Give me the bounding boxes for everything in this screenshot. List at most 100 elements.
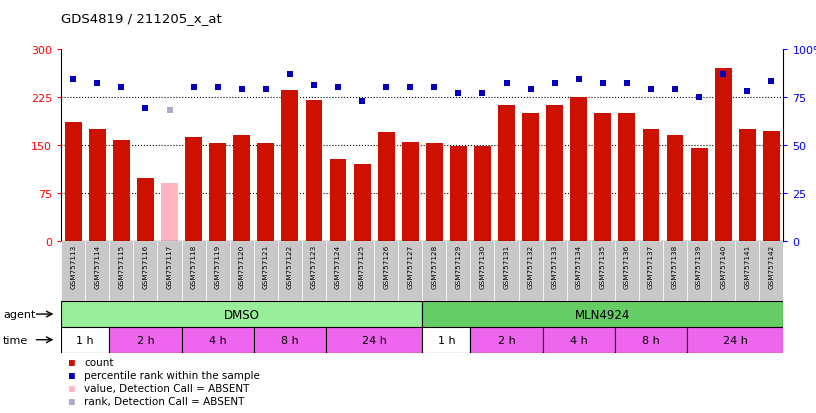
Bar xyxy=(326,242,350,301)
Bar xyxy=(470,327,543,353)
Text: 24 h: 24 h xyxy=(361,335,387,345)
Text: GSM757125: GSM757125 xyxy=(359,244,365,289)
Bar xyxy=(61,327,109,353)
Bar xyxy=(738,130,756,242)
Text: GSM757142: GSM757142 xyxy=(769,244,774,289)
Bar xyxy=(326,327,423,353)
Bar xyxy=(378,133,395,242)
Bar xyxy=(134,242,157,301)
Bar xyxy=(233,136,251,242)
Text: 2 h: 2 h xyxy=(498,335,516,345)
Bar xyxy=(566,242,591,301)
Bar xyxy=(639,242,663,301)
Text: GSM757141: GSM757141 xyxy=(744,244,750,289)
Text: MLN4924: MLN4924 xyxy=(575,308,631,321)
Bar xyxy=(277,242,302,301)
Text: ■: ■ xyxy=(69,396,75,406)
Bar xyxy=(470,242,494,301)
Bar xyxy=(206,242,230,301)
Text: time: time xyxy=(3,335,29,345)
Bar xyxy=(109,242,134,301)
Text: GSM757118: GSM757118 xyxy=(191,244,197,289)
Bar xyxy=(522,114,539,242)
Text: 4 h: 4 h xyxy=(570,335,588,345)
Bar xyxy=(302,242,326,301)
Bar xyxy=(61,301,423,327)
Bar xyxy=(498,105,515,242)
Bar xyxy=(687,242,711,301)
Bar xyxy=(615,242,639,301)
Text: count: count xyxy=(84,357,113,367)
Text: GSM757140: GSM757140 xyxy=(721,244,726,289)
Text: ■: ■ xyxy=(69,383,75,393)
Text: GSM757132: GSM757132 xyxy=(528,244,534,289)
Bar xyxy=(690,149,707,242)
Bar xyxy=(257,144,274,242)
Bar xyxy=(735,242,759,301)
Text: GDS4819 / 211205_x_at: GDS4819 / 211205_x_at xyxy=(61,12,222,25)
Bar xyxy=(181,242,206,301)
Bar xyxy=(687,327,783,353)
Bar xyxy=(401,142,419,242)
Bar xyxy=(350,242,374,301)
Bar xyxy=(209,144,226,242)
Bar xyxy=(543,242,566,301)
Text: GSM757134: GSM757134 xyxy=(576,244,582,289)
Text: GSM757116: GSM757116 xyxy=(143,244,149,289)
Text: ■: ■ xyxy=(69,357,75,367)
Bar xyxy=(715,69,732,242)
Text: GSM757135: GSM757135 xyxy=(600,244,605,289)
Bar xyxy=(619,114,636,242)
Bar xyxy=(181,327,254,353)
Text: GSM757126: GSM757126 xyxy=(384,244,389,289)
Bar xyxy=(185,138,202,242)
Bar xyxy=(113,141,130,242)
Text: 1 h: 1 h xyxy=(77,335,94,345)
Bar xyxy=(543,327,615,353)
Text: percentile rank within the sample: percentile rank within the sample xyxy=(84,370,260,380)
Bar xyxy=(591,242,615,301)
Text: GSM757128: GSM757128 xyxy=(432,244,437,289)
Bar xyxy=(594,114,611,242)
Text: GSM757120: GSM757120 xyxy=(239,244,245,289)
Bar xyxy=(759,242,783,301)
Text: GSM757119: GSM757119 xyxy=(215,244,220,289)
Bar xyxy=(161,184,178,242)
Text: GSM757139: GSM757139 xyxy=(696,244,702,289)
Bar xyxy=(137,179,154,242)
Bar xyxy=(85,242,109,301)
Bar xyxy=(615,327,687,353)
Bar xyxy=(254,242,277,301)
Bar xyxy=(446,242,470,301)
Bar xyxy=(474,147,491,242)
Text: rank, Detection Call = ABSENT: rank, Detection Call = ABSENT xyxy=(84,396,245,406)
Text: GSM757127: GSM757127 xyxy=(407,244,413,289)
Bar xyxy=(157,242,181,301)
Bar xyxy=(494,242,519,301)
Text: GSM757114: GSM757114 xyxy=(95,244,100,289)
Bar xyxy=(61,242,85,301)
Text: GSM757122: GSM757122 xyxy=(287,244,293,289)
Text: 1 h: 1 h xyxy=(437,335,455,345)
Bar xyxy=(426,144,443,242)
Bar xyxy=(353,165,370,242)
Text: agent: agent xyxy=(3,309,35,319)
Bar xyxy=(763,131,780,242)
Bar xyxy=(254,327,326,353)
Bar xyxy=(711,242,735,301)
Bar xyxy=(519,242,543,301)
Bar xyxy=(423,301,783,327)
Text: DMSO: DMSO xyxy=(224,308,259,321)
Bar xyxy=(64,123,82,242)
Bar xyxy=(374,242,398,301)
Text: GSM757121: GSM757121 xyxy=(263,244,268,289)
Text: GSM757123: GSM757123 xyxy=(311,244,317,289)
Bar xyxy=(570,97,588,242)
Text: 8 h: 8 h xyxy=(642,335,660,345)
Text: GSM757117: GSM757117 xyxy=(166,244,172,289)
Text: 8 h: 8 h xyxy=(281,335,299,345)
Bar xyxy=(642,130,659,242)
Text: 2 h: 2 h xyxy=(136,335,154,345)
Text: GSM757130: GSM757130 xyxy=(480,244,486,289)
Bar xyxy=(89,130,106,242)
